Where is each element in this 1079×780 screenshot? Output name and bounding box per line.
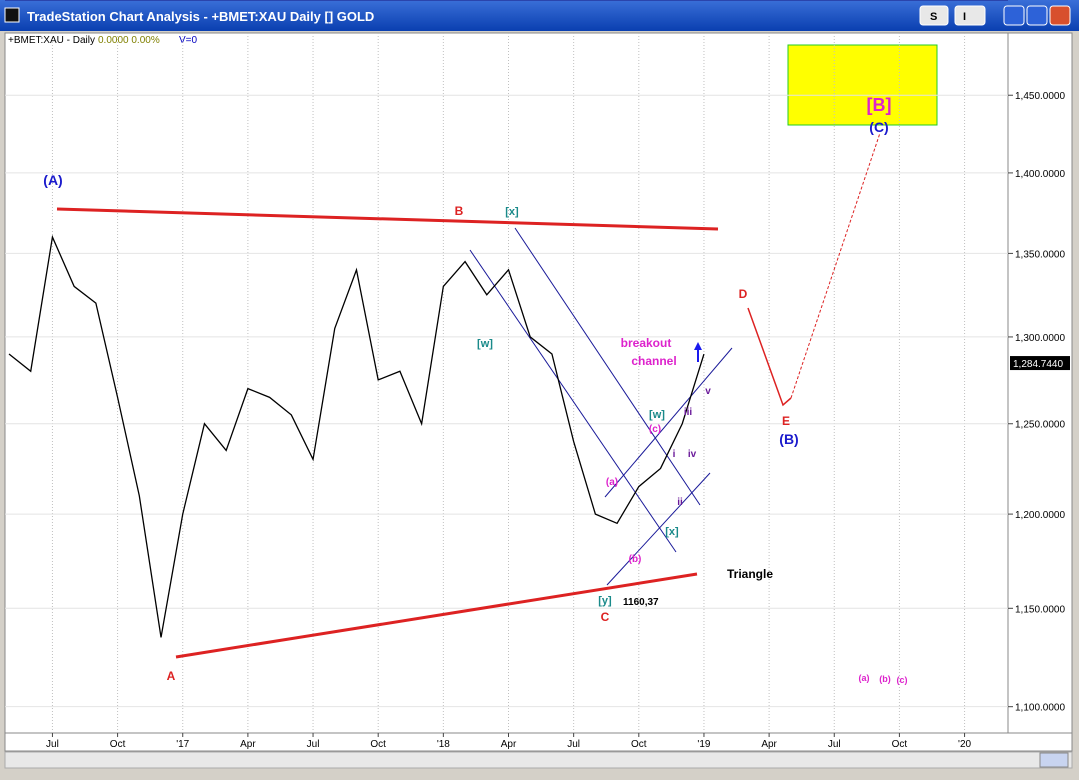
y-tick-label: 1,150.0000: [1015, 604, 1065, 615]
window-title: TradeStation Chart Analysis - +BMET:XAU …: [27, 9, 374, 24]
wave-label: B: [455, 204, 464, 218]
wave-label: breakout: [621, 336, 672, 350]
symbol-label: +BMET:XAU - Daily: [8, 35, 95, 46]
triangle-lower-line: [175, 572, 698, 659]
wave-label: (c): [897, 675, 908, 685]
wave-label: 1160,37: [623, 597, 659, 608]
wave-label: D: [739, 287, 748, 301]
change-label: 0.0000 0.00%: [98, 35, 160, 46]
wave-label: iii: [684, 407, 693, 418]
wave-label: channel: [631, 354, 676, 368]
up-arrow-head: [694, 342, 702, 350]
wave-label: [x]: [505, 206, 519, 218]
app-icon: [4, 7, 20, 23]
x-tick-label: Jul: [828, 739, 841, 750]
x-tick-label: Oct: [370, 739, 386, 750]
price-line: [8, 234, 705, 638]
i-button-label[interactable]: I: [963, 11, 966, 23]
time-axis: [4, 732, 1073, 752]
wave-label: (A): [43, 172, 62, 188]
wave-label: Triangle: [727, 567, 773, 581]
title-bar: [0, 0, 1079, 31]
wave-label: E: [782, 414, 790, 428]
y-tick-label: 1,300.0000: [1015, 333, 1065, 344]
wave-label: v: [705, 386, 711, 397]
wave-label: (c): [649, 424, 661, 435]
wave-label: (C): [869, 119, 888, 135]
x-tick-label: '20: [958, 739, 971, 750]
y-tick-label: 1,250.0000: [1015, 420, 1065, 431]
x-tick-label: Jul: [307, 739, 320, 750]
wave-label: (a): [859, 673, 870, 683]
triangle-upper-line: [56, 207, 719, 231]
y-tick-label: 1,400.0000: [1015, 169, 1065, 180]
projection-d-e: [747, 307, 792, 407]
volume-label: V=0: [179, 35, 198, 46]
x-tick-label: '19: [697, 739, 710, 750]
wave-label: C: [601, 610, 610, 624]
target-box: [787, 44, 938, 126]
x-tick-label: Apr: [501, 739, 517, 750]
breakout-channel-line: [604, 347, 733, 498]
wave-label: [w]: [477, 338, 493, 350]
projection-c: [790, 132, 881, 399]
minimize-button[interactable]: [1003, 5, 1025, 26]
down-channel-line: [469, 249, 677, 553]
x-tick-label: Apr: [240, 739, 256, 750]
y-tick-label: 1,200.0000: [1015, 510, 1065, 521]
x-tick-label: '18: [437, 739, 450, 750]
s-button-label[interactable]: S: [930, 11, 937, 23]
y-tick-label: 1,450.0000: [1015, 91, 1065, 102]
x-tick-label: Jul: [46, 739, 59, 750]
x-tick-label: Jul: [567, 739, 580, 750]
wave-label: iv: [688, 449, 697, 460]
i-button[interactable]: [954, 5, 986, 26]
wave-label: [w]: [649, 409, 665, 421]
wave-label: i: [673, 449, 676, 460]
x-tick-label: Oct: [892, 739, 908, 750]
last-price-box: [1010, 356, 1070, 371]
y-tick-label: 1,100.0000: [1015, 703, 1065, 714]
maximize-button[interactable]: [1026, 5, 1048, 26]
plot-area: [4, 32, 1009, 734]
wave-label: [y]: [598, 595, 612, 607]
last-price-label: 1,284.7440: [1013, 359, 1063, 370]
scroll-thumb[interactable]: [1039, 752, 1069, 768]
x-tick-label: Oct: [110, 739, 126, 750]
x-tick-label: '17: [176, 739, 189, 750]
y-tick-label: 1,350.0000: [1015, 249, 1065, 260]
wave-label: (b): [879, 674, 891, 684]
close-button[interactable]: [1049, 5, 1071, 26]
wave-label: [x]: [665, 526, 679, 538]
wave-label: (b): [629, 554, 642, 565]
s-button[interactable]: [919, 5, 949, 26]
scrollbar[interactable]: [4, 751, 1073, 769]
wave-label: ii: [677, 497, 683, 508]
price-axis: [1007, 32, 1073, 734]
breakout-channel-line: [606, 472, 711, 586]
down-channel-line: [514, 227, 701, 506]
level-label: 1434.3128: [957, 0, 1005, 3]
wave-label: (B): [779, 431, 798, 447]
wave-label: [B]: [867, 95, 892, 115]
level-label: 1122.1948: [8, 0, 55, 3]
wave-label: A: [167, 669, 176, 683]
x-tick-label: Apr: [761, 739, 777, 750]
wave-label: (a): [606, 477, 618, 488]
x-tick-label: Oct: [631, 739, 647, 750]
